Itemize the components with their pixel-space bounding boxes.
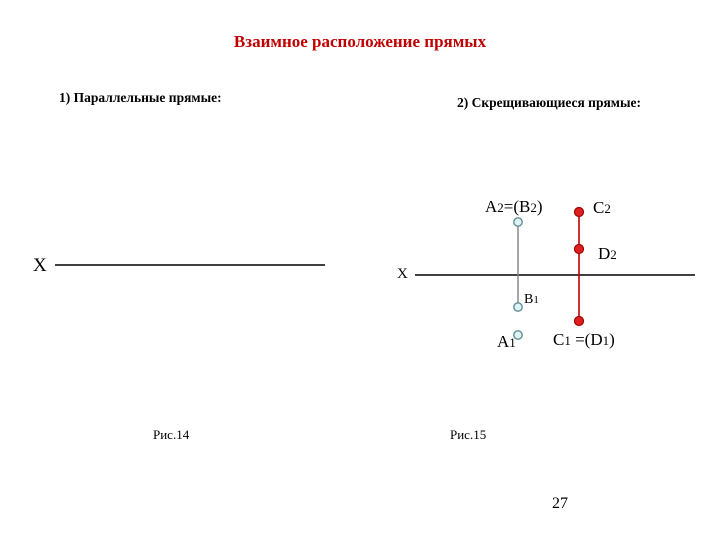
diagram-canvas: [0, 0, 720, 540]
